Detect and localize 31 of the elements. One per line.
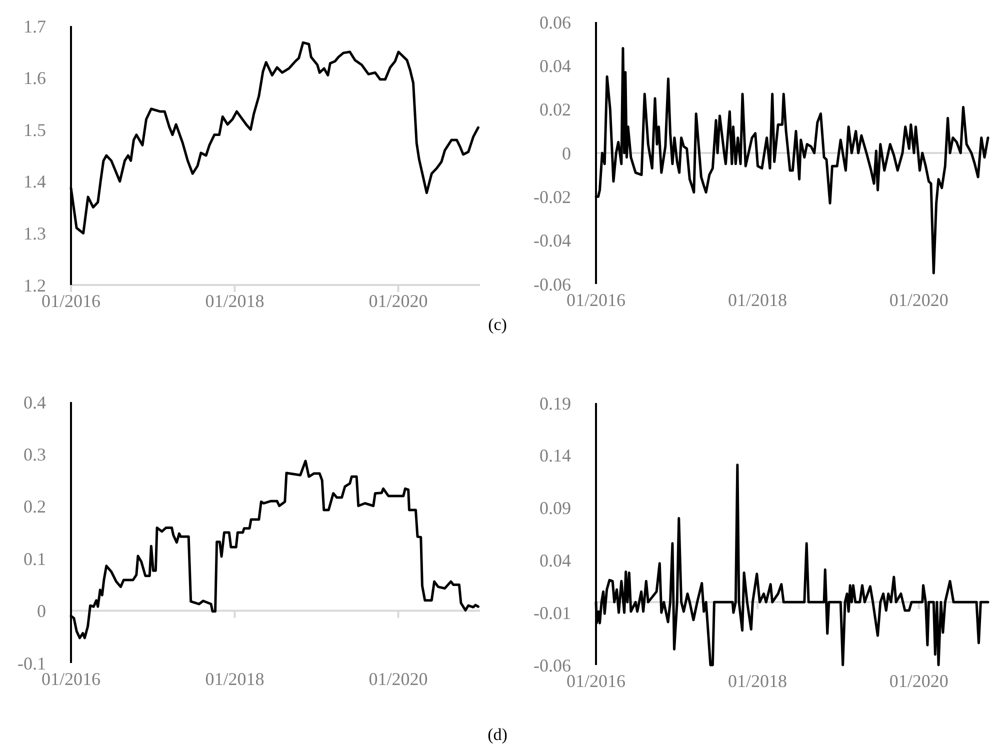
y-tick-label: 0.3 xyxy=(24,444,46,464)
x-tick-label: 01/2020 xyxy=(889,671,948,691)
y-tick-label: 0.4 xyxy=(24,392,46,412)
y-tick-label: 0 xyxy=(562,143,571,164)
y-tick-label: -0.04 xyxy=(534,230,571,251)
y-tick-label: 0.19 xyxy=(540,393,571,414)
y-tick-label: 0.14 xyxy=(540,446,571,466)
y-tick-label: 0.2 xyxy=(24,496,46,517)
y-tick-label: 1.5 xyxy=(24,120,46,140)
y-tick-label: 0 xyxy=(37,601,46,622)
y-tick-label: 0.06 xyxy=(540,12,571,32)
x-tick-label: 01/2018 xyxy=(205,669,264,689)
y-tick-label: -0.01 xyxy=(534,602,571,623)
y-tick-label: 1.3 xyxy=(24,224,46,244)
y-tick-label: 0.02 xyxy=(540,100,571,120)
y-tick-label: 0.04 xyxy=(540,550,571,570)
x-tick-label: 01/2018 xyxy=(728,290,788,310)
y-tick-label: 1.6 xyxy=(24,68,46,88)
y-tick-label: -0.02 xyxy=(534,186,571,207)
text: (c) xyxy=(488,315,507,334)
y-tick-label: 0.04 xyxy=(540,56,571,76)
y-tick-label: 1.7 xyxy=(24,16,46,36)
y-tick-label: 0.09 xyxy=(540,498,571,518)
x-tick-label: 01/2020 xyxy=(368,669,428,689)
x-tick-label: 01/2018 xyxy=(728,671,788,691)
y-tick-label: 1.4 xyxy=(24,172,46,192)
x-tick-label: 01/2020 xyxy=(368,291,428,311)
x-tick-label: 01/2020 xyxy=(889,290,948,310)
y-tick-label: 0.1 xyxy=(24,548,46,569)
x-tick-label: 01/2018 xyxy=(205,291,264,311)
text: (d) xyxy=(488,725,508,744)
